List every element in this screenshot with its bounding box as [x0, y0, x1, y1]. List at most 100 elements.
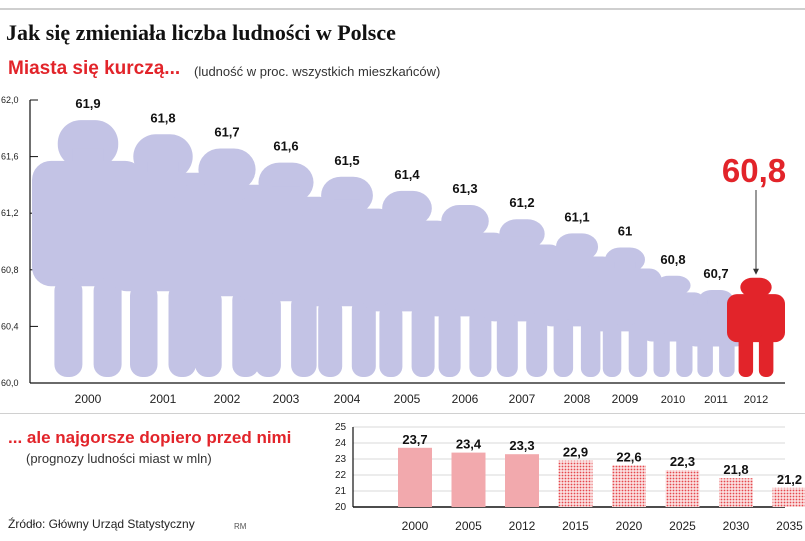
x-tick-label: 2030: [723, 519, 750, 533]
person-leg-left: [496, 313, 518, 377]
highlight-arrowhead: [753, 268, 759, 275]
y-tick-label: 62,0: [1, 95, 19, 105]
y-tick-label: 21: [335, 486, 347, 497]
x-tick-label: 2009: [612, 392, 639, 406]
source-note: Źródło: Główny Urząd Statystyczny: [8, 517, 195, 531]
data-label: 22,6: [616, 449, 641, 464]
person-figure-2012: [727, 277, 785, 377]
data-label: 60,8: [660, 252, 685, 267]
person-leg-left: [653, 333, 670, 377]
author-initials: RM: [234, 522, 247, 531]
page-title: Jak się zmieniała liczba ludności w Pols…: [6, 20, 396, 45]
person-leg-right: [526, 313, 548, 377]
x-tick-label: 2008: [564, 392, 591, 406]
person-figure-2010: [640, 275, 706, 377]
person-leg-right: [168, 283, 196, 377]
chart1-title: Miasta się kurczą...: [8, 58, 181, 79]
person-leg-left: [255, 293, 281, 377]
y-tick-label: 20: [335, 502, 347, 513]
bar-2030: [719, 478, 753, 507]
person-leg-right: [93, 278, 122, 377]
x-tick-label: 2007: [509, 392, 536, 406]
person-leg-left: [318, 298, 343, 377]
data-label: 61,4: [394, 167, 420, 182]
data-label: 61,2: [509, 195, 534, 210]
y-tick-label: 24: [335, 438, 347, 449]
bar-2020: [612, 465, 646, 507]
y-tick-label: 61,6: [1, 152, 19, 162]
data-label: 61,9: [75, 96, 100, 111]
data-label: 61,8: [150, 110, 175, 125]
person-leg-right: [351, 298, 376, 377]
x-tick-label: 2000: [402, 519, 429, 533]
data-label: 21,2: [777, 472, 802, 487]
y-tick-label: 61,2: [1, 208, 19, 218]
x-tick-label: 2005: [394, 392, 421, 406]
section-divider: [0, 413, 805, 414]
x-tick-label: 2000: [75, 392, 102, 406]
data-label: 21,8: [723, 462, 748, 477]
bar-2012: [505, 454, 539, 507]
person-leg-left: [738, 334, 754, 377]
person-leg-right: [758, 334, 774, 377]
x-tick-label: 2020: [616, 519, 643, 533]
bar-2015: [558, 460, 593, 507]
data-label: 61,7: [214, 124, 239, 139]
person-leg-right: [580, 318, 601, 377]
x-tick-label: 2005: [455, 519, 482, 533]
bar-2035: [772, 487, 805, 507]
person-leg-right: [676, 333, 693, 377]
y-tick-label: 23: [335, 454, 347, 465]
data-label: 61,1: [564, 209, 589, 224]
chart2-title: ... ale najgorsze dopiero przed nimi: [8, 428, 292, 447]
person-leg-right: [469, 308, 492, 377]
data-label: 22,9: [563, 445, 588, 460]
x-tick-label: 2001: [150, 392, 177, 406]
data-label-highlight: 60,8: [722, 152, 786, 189]
person-leg-left: [438, 308, 461, 377]
person-leg-left: [195, 288, 222, 377]
bar-2025: [665, 470, 700, 507]
person-leg-right: [291, 293, 317, 377]
person-leg-left: [54, 278, 83, 377]
data-label: 22,3: [670, 454, 695, 469]
x-tick-label: 2035: [776, 519, 803, 533]
data-label: 23,7: [402, 432, 427, 447]
person-leg-right: [411, 303, 435, 377]
person-torso: [727, 294, 785, 343]
x-tick-label: 2004: [334, 392, 361, 406]
x-tick-label: 2012: [744, 394, 768, 406]
top-rule: [0, 8, 805, 10]
person-leg-left: [553, 318, 574, 377]
x-tick-label: 2010: [661, 394, 685, 406]
y-tick-label: 60,0: [1, 378, 19, 388]
x-tick-label: 2025: [669, 519, 696, 533]
person-leg-left: [697, 338, 713, 377]
x-tick-label: 2011: [704, 394, 728, 406]
person-leg-right: [232, 288, 259, 377]
y-tick-label: 60,8: [1, 265, 19, 275]
data-label: 61,6: [273, 139, 298, 154]
y-tick-label: 22: [335, 470, 347, 481]
data-label: 61,3: [452, 181, 477, 196]
x-tick-label: 2003: [273, 392, 300, 406]
data-label: 23,3: [509, 438, 534, 453]
x-tick-label: 2015: [562, 519, 589, 533]
x-tick-label: 2006: [452, 392, 479, 406]
person-leg-left: [602, 323, 622, 377]
y-tick-label: 60,4: [1, 321, 19, 331]
x-tick-label: 2012: [509, 519, 536, 533]
data-label: 61: [618, 224, 632, 239]
person-leg-right: [719, 338, 735, 377]
x-tick-label: 2002: [214, 392, 241, 406]
person-leg-left: [130, 283, 158, 377]
chart1-subtitle: (ludność w proc. wszystkich mieszkańców): [194, 64, 441, 79]
data-label: 60,7: [703, 266, 728, 281]
data-label: 23,4: [456, 437, 482, 452]
data-label: 61,5: [334, 153, 359, 168]
person-leg-left: [379, 303, 403, 377]
bar-2000: [398, 447, 432, 507]
y-tick-label: 25: [335, 422, 347, 433]
bar-2005: [451, 452, 486, 507]
